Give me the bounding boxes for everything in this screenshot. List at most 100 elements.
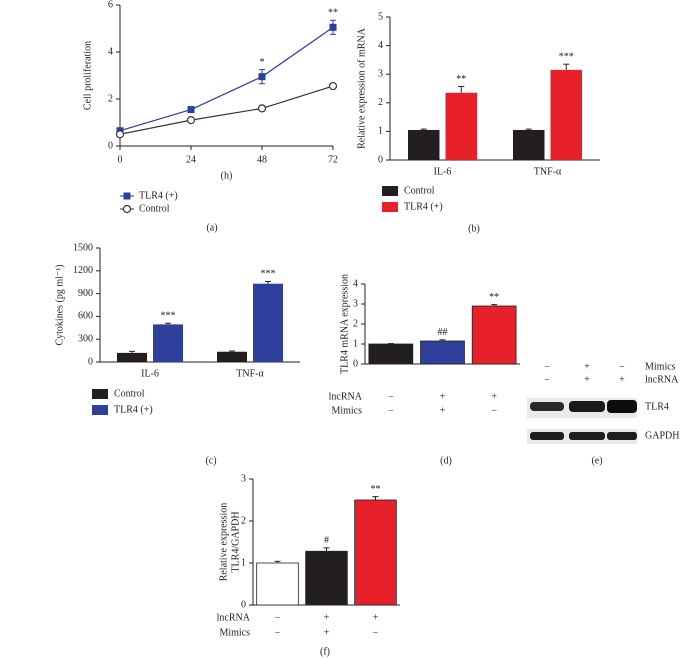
y-axis-label: Cytokines (pg ml⁻¹): [54, 264, 65, 345]
panel-label: (d): [440, 455, 452, 466]
significance: ##: [438, 327, 448, 338]
y-axis-label: TLR4/GAPDH: [230, 511, 241, 572]
condition-value: +: [619, 374, 625, 385]
y-tick-label: 5: [378, 11, 383, 22]
bar: [408, 129, 440, 160]
y-tick-label: 1: [378, 126, 383, 137]
condition-value: +: [584, 361, 590, 372]
bar: [117, 352, 147, 362]
condition-name: Mimics: [219, 627, 250, 638]
significance: **: [489, 292, 499, 303]
condition-value: −: [275, 612, 281, 623]
significance: **: [328, 8, 338, 19]
significance: *: [260, 57, 265, 68]
legend-swatch: [382, 202, 398, 212]
panel-label: (b): [468, 223, 480, 234]
condition-value: −: [544, 374, 550, 385]
series-line: [119, 85, 334, 135]
blot-band: [607, 432, 637, 440]
condition-value: −: [388, 405, 394, 416]
condition-value: −: [544, 361, 550, 372]
blot-band: [530, 432, 564, 440]
y-tick-label: 900: [78, 288, 93, 299]
y-tick-label: 3: [353, 298, 358, 309]
condition-name: Mimics: [645, 361, 676, 372]
bar: [305, 550, 348, 606]
legend-label: Control: [139, 203, 170, 214]
y-tick-label: 0: [88, 356, 93, 367]
x-tick-label: 0: [118, 154, 123, 165]
bar: [256, 562, 299, 606]
y-axis-label: Cell proliferation: [82, 41, 93, 110]
y-tick-label: 1: [241, 557, 246, 568]
blot-band: [530, 402, 564, 411]
blot-band: [569, 432, 605, 440]
blot-image: [527, 398, 637, 444]
condition-value: −: [388, 391, 394, 402]
bar: [368, 343, 414, 365]
legend-marker: [122, 204, 132, 214]
condition-value: +: [324, 627, 330, 638]
significance: **: [456, 74, 466, 85]
bar: [550, 69, 582, 160]
y-tick-label: 2: [353, 318, 358, 329]
legend-label: Control: [114, 388, 145, 399]
panel-label: (e): [591, 455, 602, 466]
y-tick-label: 1500: [73, 242, 93, 253]
y-tick-label: 0: [378, 154, 383, 165]
legend-swatch: [92, 405, 108, 415]
condition-value: −: [373, 627, 379, 638]
y-tick-label: 3: [378, 68, 383, 79]
legend-label: TLR4 (+): [114, 404, 153, 415]
condition-value: +: [584, 374, 590, 385]
bar: [445, 92, 477, 160]
legend-label: TLR4 (+): [404, 201, 443, 212]
x-tick-label: IL-6: [434, 166, 452, 177]
significance: #: [324, 535, 329, 546]
bar: [217, 351, 247, 362]
x-tick-label: IL-6: [141, 368, 159, 379]
condition-value: −: [275, 627, 281, 638]
bar: [354, 499, 397, 606]
condition-value: −: [491, 405, 497, 416]
condition-value: +: [324, 612, 330, 623]
condition-name: Mimics: [331, 405, 362, 416]
x-tick-label: 48: [257, 154, 267, 165]
condition-value: −: [619, 361, 625, 372]
blot-band: [607, 400, 637, 413]
legend-swatch: [382, 186, 398, 196]
condition-value: +: [440, 391, 446, 402]
x-tick-label: 72: [328, 154, 338, 165]
series-line: [119, 26, 334, 132]
y-axis-label: Relative expression: [218, 503, 229, 582]
y-tick-label: 2: [241, 515, 246, 526]
y-tick-label: 3: [241, 473, 246, 484]
y-tick-label: 0: [241, 599, 246, 610]
y-tick-label: 1200: [73, 265, 93, 276]
y-tick-label: 6: [108, 0, 113, 10]
legend-swatch: [92, 389, 108, 399]
legend-marker: [123, 192, 131, 200]
y-axis-label: TLR4 mRNA expression: [339, 274, 350, 374]
panel-label: (a): [206, 222, 217, 233]
significance: **: [371, 484, 381, 495]
marker: [329, 23, 337, 31]
y-tick-label: 2: [108, 93, 113, 104]
legend-label: TLR4 (+): [139, 190, 178, 201]
significance: ***: [161, 311, 176, 322]
condition-value: +: [491, 391, 497, 402]
y-tick-label: 4: [108, 46, 113, 57]
marker: [258, 73, 266, 81]
bar: [420, 340, 465, 365]
y-tick-label: 600: [78, 311, 93, 322]
y-axis-label: Relative expression of mRNA: [356, 27, 367, 149]
x-tick-label: 24: [186, 154, 196, 165]
x-tick-label: TNF-α: [534, 166, 562, 177]
panel-label: (c): [205, 455, 216, 466]
condition-name: lncRNA: [329, 391, 363, 402]
bar: [153, 324, 183, 362]
marker: [257, 104, 267, 113]
condition-name: lncRNA: [645, 374, 679, 385]
bar: [471, 305, 517, 365]
